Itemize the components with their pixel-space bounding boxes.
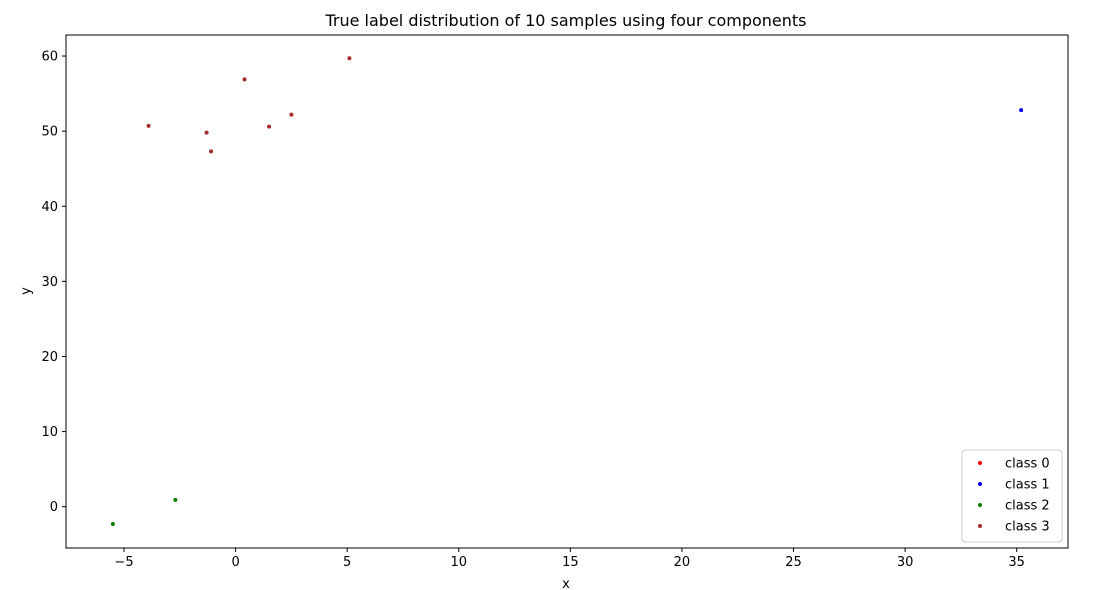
- y-axis-label: y: [19, 287, 34, 295]
- legend-box: [961, 449, 1063, 543]
- x-tick-label: 30: [897, 555, 914, 570]
- x-tick-label: 15: [562, 555, 579, 570]
- legend-marker: [978, 524, 982, 528]
- y-tick-label: 50: [41, 125, 58, 140]
- data-point: [110, 521, 115, 526]
- x-axis-label: x: [562, 577, 570, 590]
- chart-title: True label distribution of 10 samples us…: [324, 11, 806, 30]
- legend-label: class 3: [1005, 520, 1050, 535]
- x-tick-label: 35: [1008, 555, 1025, 570]
- y-tick-label: 0: [50, 500, 58, 515]
- data-point: [1019, 108, 1024, 113]
- legend-marker: [978, 461, 982, 465]
- legend-label: class 0: [1005, 457, 1050, 472]
- data-point: [173, 497, 178, 502]
- data-point: [347, 56, 352, 61]
- legend-marker: [978, 482, 982, 486]
- data-point: [267, 124, 272, 129]
- x-tick-label: −5: [114, 555, 133, 570]
- x-tick-label: 5: [343, 555, 351, 570]
- data-point: [146, 123, 151, 128]
- x-tick-label: 20: [674, 555, 691, 570]
- x-axis: −5 0 5 10 15 20 25 30 35: [114, 548, 1025, 570]
- legend: class 0 class 1 class 2 class 3: [961, 449, 1063, 543]
- data-points: [110, 56, 1024, 526]
- data-point: [209, 149, 214, 154]
- y-tick-label: 40: [41, 200, 58, 215]
- data-point: [242, 77, 247, 82]
- data-point: [204, 130, 209, 135]
- y-tick-label: 20: [41, 350, 58, 365]
- x-tick-label: 0: [231, 555, 239, 570]
- y-tick-label: 10: [41, 425, 58, 440]
- legend-marker: [978, 503, 982, 507]
- x-tick-label: 25: [785, 555, 802, 570]
- y-tick-label: 30: [41, 275, 58, 290]
- legend-label: class 1: [1005, 478, 1050, 493]
- y-tick-label: 60: [41, 50, 58, 65]
- legend-label: class 2: [1005, 499, 1050, 514]
- plot-area: [65, 34, 1069, 549]
- y-axis: 0 10 20 30 40 50 60: [41, 50, 66, 515]
- x-tick-label: 10: [450, 555, 467, 570]
- data-point: [289, 112, 294, 117]
